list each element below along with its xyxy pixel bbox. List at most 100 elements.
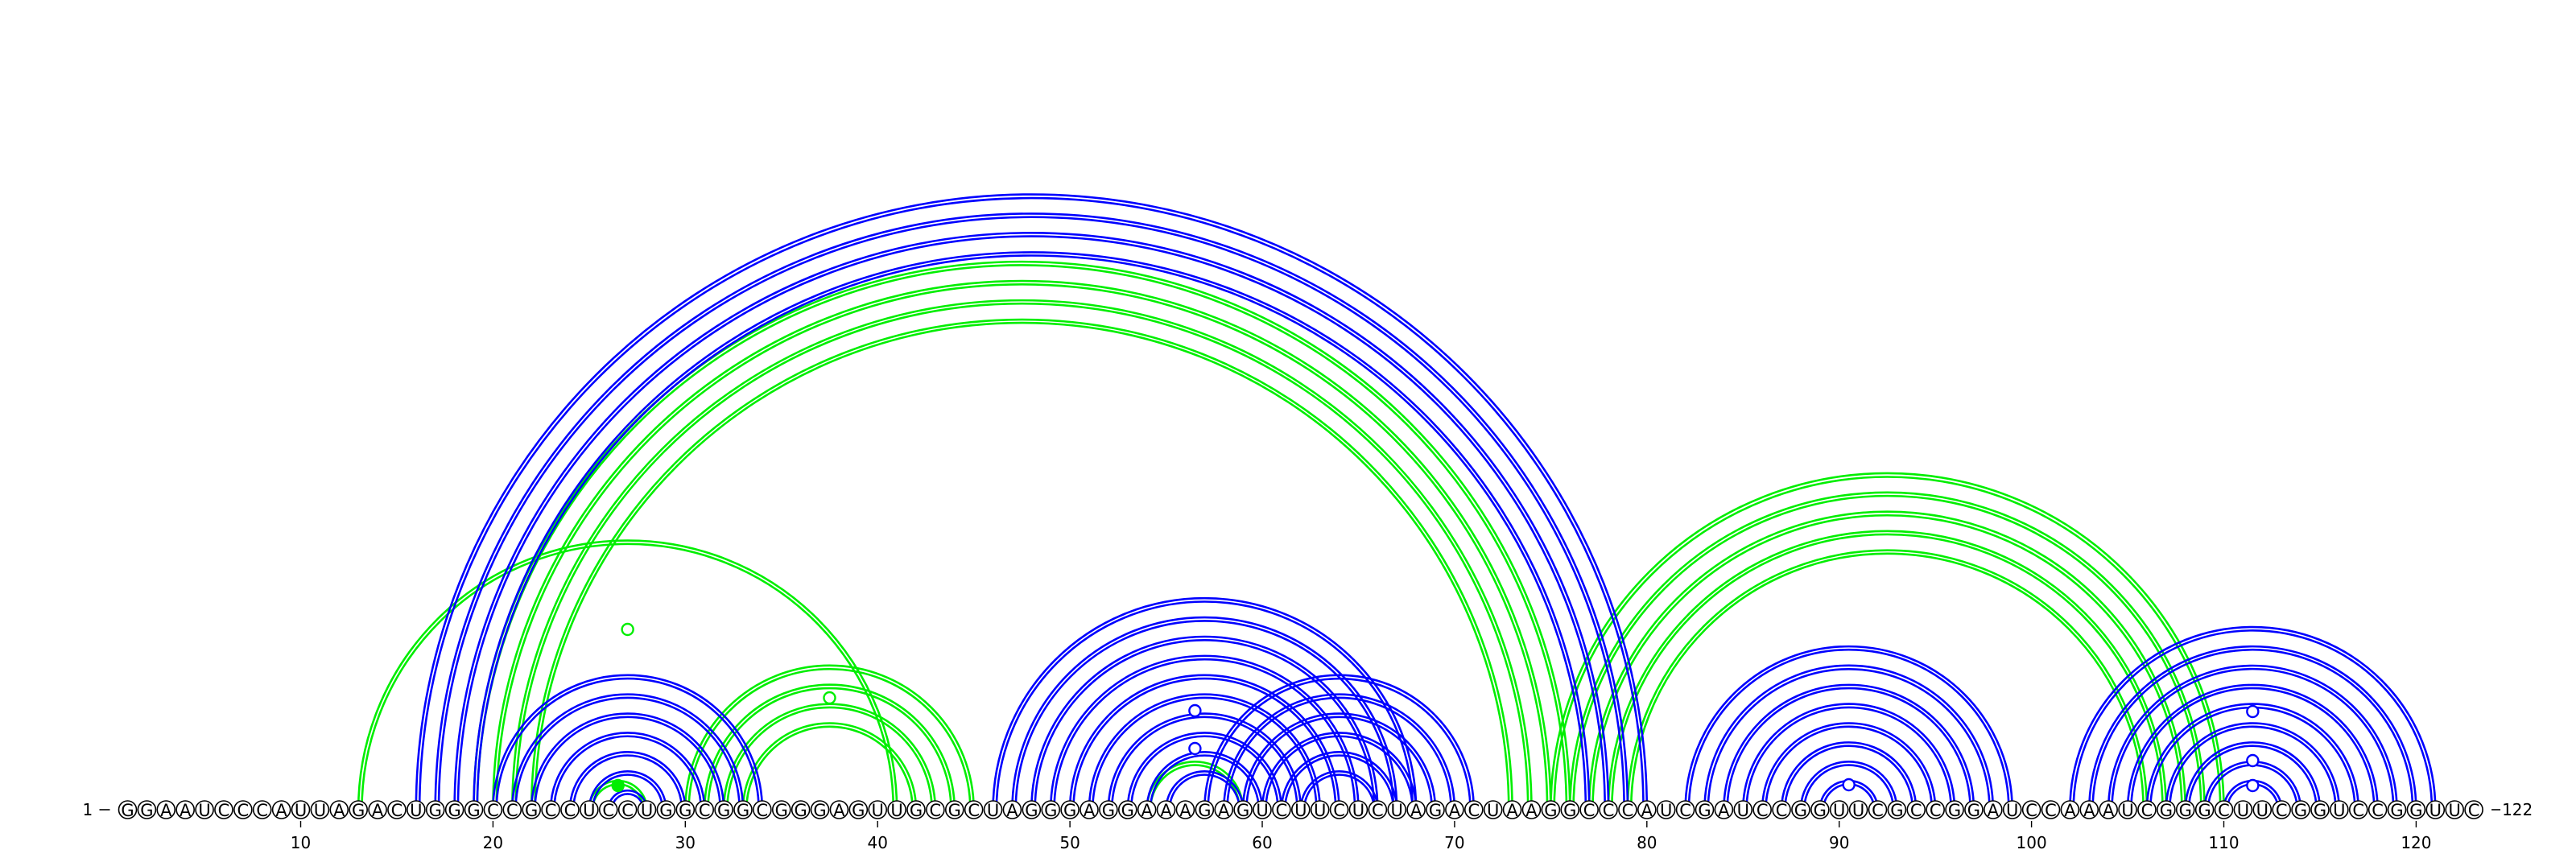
green-pair-arc-inner — [361, 542, 895, 811]
nucleotide-letter: U — [295, 801, 307, 820]
nucleotide: G — [1041, 800, 1061, 820]
nucleotide-letter: U — [2333, 801, 2345, 820]
nucleotide: U — [1656, 800, 1676, 820]
nucleotide-letter: G — [1563, 801, 1576, 820]
blue-pair-arc-inner — [1707, 667, 1991, 811]
nucleotide: A — [1175, 800, 1195, 820]
nucleotide-letter: A — [333, 801, 345, 820]
tick-label: 110 — [2208, 833, 2239, 852]
nucleotide-circle — [329, 800, 349, 819]
blue-pair-arc — [549, 732, 706, 811]
nucleotide: C — [1579, 800, 1599, 820]
blue-pair-arc — [1280, 751, 1398, 811]
nucleotide: G — [1195, 800, 1215, 820]
nucleotide-circle — [233, 800, 253, 819]
tick-label: 60 — [1252, 833, 1272, 852]
nucleotide-letter: G — [2198, 801, 2211, 820]
nucleotide-circle — [1848, 800, 1868, 819]
nucleotide-letter: G — [1794, 801, 1807, 820]
blue-pair-arc — [1107, 712, 1302, 811]
nucleotide-circle — [2099, 800, 2118, 819]
nucleotide: G — [1791, 800, 1810, 820]
nucleotide-letter: A — [2103, 801, 2115, 820]
nucleotide-letter: C — [757, 801, 769, 820]
blue-pair-arc — [1222, 693, 1456, 811]
blue-pair-arc — [2107, 664, 2398, 811]
green-pair-arc-inner — [1553, 476, 2222, 811]
nucleotide-circle — [2041, 800, 2061, 819]
blue-pair-arc-inner — [1265, 735, 1414, 811]
nucleotide-letter: C — [391, 801, 403, 820]
nucleotide: A — [2079, 800, 2099, 820]
nucleotide-circle — [656, 800, 676, 819]
blue-pair-arc-inner — [1092, 696, 1318, 811]
blue-pair-arc-inner — [1245, 716, 1434, 811]
nucleotide-circle — [598, 800, 618, 819]
nucleotide-letter: A — [1525, 801, 1538, 820]
nucleotide-letter: C — [237, 801, 250, 820]
nucleotide: G — [1964, 800, 1984, 820]
blue-pair-arc — [1165, 770, 1245, 811]
nucleotide-letter: C — [506, 801, 518, 820]
nucleotide-letter: A — [1718, 801, 1730, 820]
nucleotide: C — [483, 800, 503, 820]
blue-pair-arc — [1299, 770, 1379, 811]
nucleotide-letter: U — [872, 801, 884, 820]
nucleotide-circle — [1310, 800, 1330, 819]
nucleotide-circle — [983, 800, 1003, 819]
nucleotide: A — [1984, 800, 2003, 820]
nucleotide: G — [2387, 800, 2407, 820]
nucleotide: A — [1637, 800, 1657, 820]
nucleotide-circle — [1521, 800, 1542, 819]
nucleotide: U — [2252, 800, 2273, 820]
nucleotide-letter: U — [2429, 801, 2442, 820]
blue-pair-arc-inner — [418, 196, 1645, 811]
nucleotide-circle — [1214, 800, 1234, 819]
nucleotide-circle — [1637, 800, 1657, 819]
nucleotide-circle — [522, 800, 541, 819]
blue-pair-arc — [1261, 732, 1418, 811]
blue-pair-arc — [1146, 751, 1264, 811]
blue-pair-arc-inner — [1765, 725, 1934, 811]
nucleotide: G — [2310, 800, 2330, 820]
nucleotide: G — [2194, 800, 2215, 820]
tick-label: 30 — [675, 833, 696, 852]
nucleotide: C — [2041, 800, 2061, 820]
nucleotide: G — [522, 800, 541, 820]
tick-label: 50 — [1059, 833, 1080, 852]
green-pair-arc — [357, 539, 898, 811]
nucleotide: U — [580, 800, 599, 820]
nucleotide: U — [291, 800, 311, 820]
tick-label: 70 — [1444, 833, 1464, 852]
nucleotide-circle — [2348, 800, 2368, 819]
green-pair-arc-inner — [707, 687, 952, 811]
nucleotide-circle — [1387, 800, 1407, 819]
tick-label: 40 — [867, 833, 887, 852]
nucleotide: U — [983, 800, 1003, 820]
nucleotide: G — [1426, 800, 1445, 820]
nucleotide: C — [1272, 800, 1291, 820]
nucleotide-circle — [1156, 800, 1176, 819]
nucleotide-letter: G — [813, 801, 826, 820]
blue-pair-arc-inner — [534, 716, 722, 811]
nucleotide: C — [926, 800, 945, 820]
nucleotide-letter: C — [1583, 801, 1596, 820]
nucleotide-letter: U — [314, 801, 326, 820]
nucleotide-circle — [1041, 800, 1061, 819]
nucleotide-circle — [1195, 800, 1215, 819]
blue-pair-arc-inner — [1745, 706, 1953, 811]
nucleotide: C — [1675, 800, 1695, 820]
blue-pair-arc — [1088, 693, 1321, 811]
nucleotide-letter: G — [948, 801, 961, 820]
nucleotide: U — [2425, 800, 2446, 820]
nucleotide-letter: A — [1449, 801, 1461, 820]
nucleotide-letter: A — [1160, 801, 1172, 820]
nucleotide-letter: G — [775, 801, 788, 820]
nucleotide-letter: C — [1930, 801, 1942, 820]
blue-pair-arc — [492, 674, 764, 811]
blue-pair-arc-inner — [2168, 725, 2337, 811]
nucleotide: G — [1117, 800, 1137, 820]
nucleotide-circle — [695, 800, 715, 819]
nucleotide-circle — [368, 800, 387, 819]
nucleotide-circle — [1426, 800, 1445, 819]
